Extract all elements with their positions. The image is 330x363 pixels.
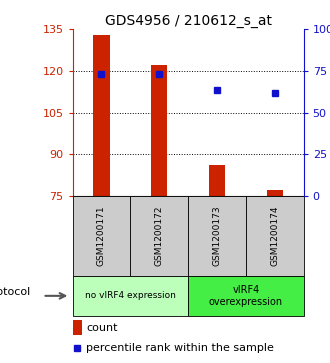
- Text: protocol: protocol: [0, 287, 30, 297]
- Bar: [267, 191, 283, 196]
- Bar: [93, 34, 110, 196]
- Bar: [188, 276, 304, 316]
- Text: GSM1200172: GSM1200172: [155, 206, 164, 266]
- Bar: [130, 196, 188, 276]
- Bar: [188, 196, 246, 276]
- Text: vIRF4
overexpression: vIRF4 overexpression: [209, 285, 283, 307]
- Text: GSM1200171: GSM1200171: [97, 205, 106, 266]
- Bar: [73, 196, 130, 276]
- Text: GSM1200174: GSM1200174: [270, 206, 279, 266]
- Bar: [246, 196, 304, 276]
- Text: no vIRF4 expression: no vIRF4 expression: [85, 291, 176, 300]
- Text: percentile rank within the sample: percentile rank within the sample: [86, 343, 274, 354]
- Text: GSM1200173: GSM1200173: [213, 205, 221, 266]
- Bar: [73, 320, 82, 335]
- Title: GDS4956 / 210612_s_at: GDS4956 / 210612_s_at: [105, 14, 272, 28]
- Bar: [209, 166, 225, 196]
- Bar: [73, 276, 188, 316]
- Text: count: count: [86, 323, 118, 333]
- Bar: [151, 65, 167, 196]
